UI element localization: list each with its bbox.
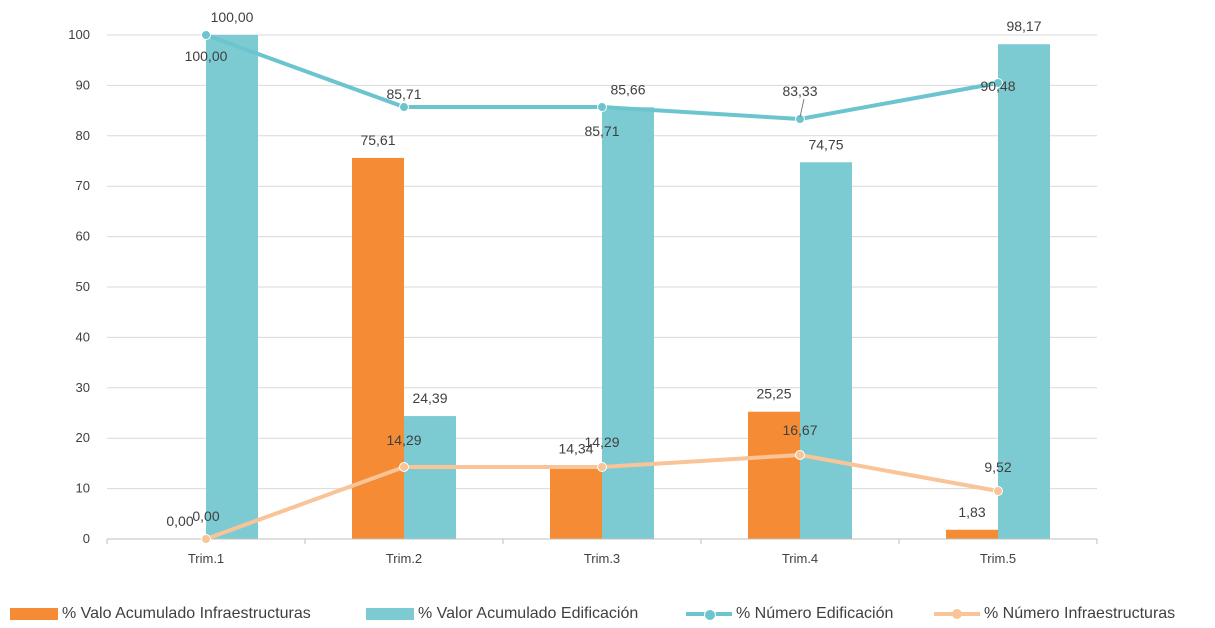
line-data-label: 83,33	[782, 83, 817, 99]
line-data-label: 14,29	[386, 432, 421, 448]
bar	[748, 411, 800, 539]
bar-data-label: 24,39	[412, 390, 447, 406]
bar	[404, 416, 456, 539]
y-tick-label: 30	[76, 380, 90, 395]
y-tick-label: 70	[76, 178, 90, 193]
line-data-label: 90,48	[980, 78, 1015, 94]
bar-data-label: 100,00	[211, 9, 254, 25]
y-tick-label: 50	[76, 279, 90, 294]
x-tick-label: Trim.1	[188, 551, 224, 566]
y-tick-label: 10	[76, 481, 90, 496]
line-point	[993, 486, 1003, 497]
line-data-label: 0,00	[192, 508, 219, 524]
legend: % Valo Acumulado Infraestructuras % Valo…	[0, 603, 1215, 627]
bar	[800, 162, 852, 539]
legend-swatch-infra-value	[10, 608, 58, 620]
data-labels: 0,00 75,61 14,34 25,25 1,83 100,00 24,39 85,66 7…	[166, 9, 1041, 529]
legend-label-infra-number: % Número Infraestructuras	[984, 605, 1176, 622]
legend-swatch-edif-value	[366, 608, 414, 620]
bar	[946, 529, 998, 539]
label-leader-line	[799, 98, 805, 118]
legend-label-infra-value: % Valo Acumulado Infraestructuras	[62, 605, 311, 622]
legend-swatch-edif-number	[686, 608, 732, 621]
line-data-label: 85,71	[584, 123, 619, 139]
bar-data-label: 25,25	[756, 386, 791, 402]
x-tick-label: Trim.4	[782, 551, 818, 566]
y-tick-label: 90	[76, 77, 90, 92]
legend-item-infra-number: % Número Infraestructuras	[934, 605, 1175, 623]
y-axis: 0 10 20 30 40 50 60 70 80 90 100	[68, 27, 90, 546]
bar	[602, 107, 654, 540]
legend-item-edif-value: % Valor Acumulado Edificación	[366, 605, 638, 623]
line-point	[201, 30, 211, 40]
bar-data-label: 74,75	[808, 136, 843, 152]
x-tick-label: Trim.3	[584, 551, 620, 566]
legend-swatch-infra-number	[934, 608, 980, 620]
bar	[206, 35, 258, 539]
line-point	[201, 534, 211, 544]
bar-data-label: 98,17	[1006, 18, 1041, 34]
line-data-label: 85,71	[386, 86, 421, 102]
legend-item-edif-number: % Número Edificación	[686, 605, 893, 623]
line-point	[795, 449, 805, 460]
bar-data-label: 85,66	[610, 81, 645, 97]
line-data-label: 100,00	[185, 48, 228, 64]
line-point	[399, 102, 409, 113]
y-tick-label: 60	[76, 229, 90, 244]
lines	[201, 30, 1003, 544]
x-axis: Trim.1 Trim.2 Trim.3 Trim.4 Trim.5	[106, 538, 1098, 566]
line-data-label: 9,52	[984, 459, 1011, 475]
bar-data-label: 14,34	[558, 441, 593, 457]
bar-data-label: 0,00	[166, 513, 193, 529]
x-tick-label: Trim.2	[386, 551, 422, 566]
line-point	[993, 77, 1003, 88]
legend-item-infra-value: % Valo Acumulado Infraestructuras	[10, 605, 311, 623]
legend-label-edif-number: % Número Edificación	[736, 605, 894, 622]
bar	[998, 44, 1050, 539]
bar-data-label: 1,83	[958, 504, 985, 520]
line-point	[795, 114, 805, 125]
line-point	[597, 461, 607, 472]
line-point	[597, 102, 607, 113]
line-data-label: 16,67	[782, 422, 817, 438]
y-tick-label: 40	[76, 329, 90, 344]
y-tick-label: 80	[76, 128, 90, 143]
bar-data-label: 75,61	[360, 132, 395, 148]
y-tick-label: 100	[68, 27, 90, 42]
bar	[550, 466, 602, 539]
line-data-label: 14,29	[584, 434, 619, 450]
x-tick-label: Trim.5	[980, 551, 1016, 566]
y-tick-label: 0	[83, 531, 90, 546]
line-point	[399, 461, 409, 472]
y-tick-label: 20	[76, 430, 90, 445]
legend-label-edif-value: % Valor Acumulado Edificación	[418, 605, 639, 622]
